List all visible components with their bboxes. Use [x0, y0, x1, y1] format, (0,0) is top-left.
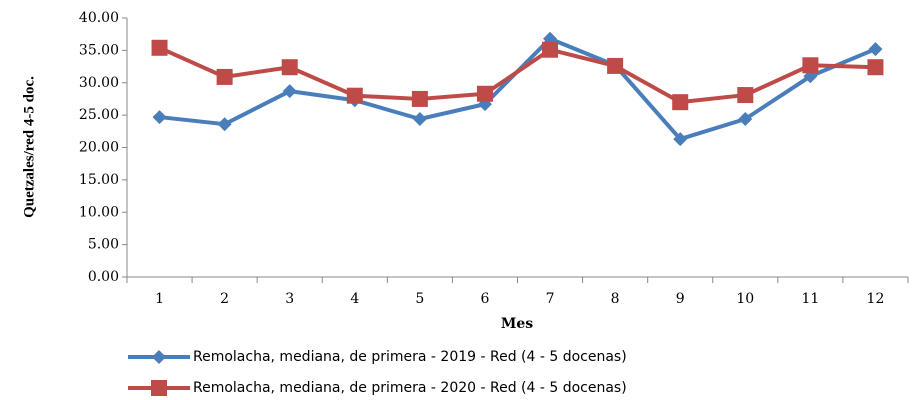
data-point	[216, 68, 233, 85]
y-tick-label: 10.00	[79, 204, 119, 220]
y-tick-label: 25.00	[79, 107, 119, 123]
data-point	[737, 87, 754, 104]
data-point	[738, 112, 753, 127]
data-point	[802, 57, 819, 74]
x-tick-label: 3	[285, 291, 294, 307]
y-tick-label: 20.00	[79, 140, 119, 156]
x-tick-label: 4	[350, 291, 359, 307]
data-point	[672, 94, 689, 111]
x-tick-label: 9	[676, 291, 685, 307]
data-point	[281, 59, 298, 76]
x-tick-label: 7	[546, 291, 555, 307]
legend-label: Remolacha, mediana, de primera - 2020 - …	[193, 380, 627, 396]
data-point	[867, 59, 884, 76]
data-point	[217, 117, 232, 132]
x-tick-label: 10	[736, 291, 754, 307]
data-point	[346, 87, 363, 104]
data-point	[868, 42, 883, 57]
x-tick-label: 11	[801, 291, 819, 307]
data-point	[542, 41, 559, 58]
data-point	[282, 84, 297, 99]
data-point	[607, 57, 624, 74]
legend-marker	[151, 380, 167, 396]
data-point	[151, 39, 168, 56]
series-line	[158, 45, 876, 105]
x-tick-label: 12	[867, 291, 885, 307]
data-point	[476, 85, 493, 102]
data-point	[412, 112, 427, 127]
x-tick-label: 6	[480, 291, 489, 307]
data-point	[411, 90, 428, 107]
y-axis-title: Quetzales/red 4-5 doc.	[21, 76, 37, 218]
data-point	[673, 132, 688, 147]
y-tick-label: 5.00	[88, 237, 119, 253]
x-axis-title: Mes	[501, 316, 533, 332]
data-point	[152, 110, 167, 125]
y-tick-label: 35.00	[79, 42, 119, 58]
x-tick-label: 2	[220, 291, 229, 307]
y-tick-label: 15.00	[79, 172, 119, 188]
y-tick-label: 30.00	[79, 75, 119, 91]
y-tick-label: 40.00	[79, 10, 119, 26]
x-tick-label: 5	[415, 291, 424, 307]
y-tick-label: 0.00	[88, 269, 119, 285]
legend-marker	[152, 350, 166, 364]
x-tick-label: 8	[611, 291, 620, 307]
legend-label: Remolacha, mediana, de primera - 2019 - …	[193, 349, 627, 365]
x-tick-label: 1	[155, 291, 164, 307]
series-line	[159, 36, 877, 142]
